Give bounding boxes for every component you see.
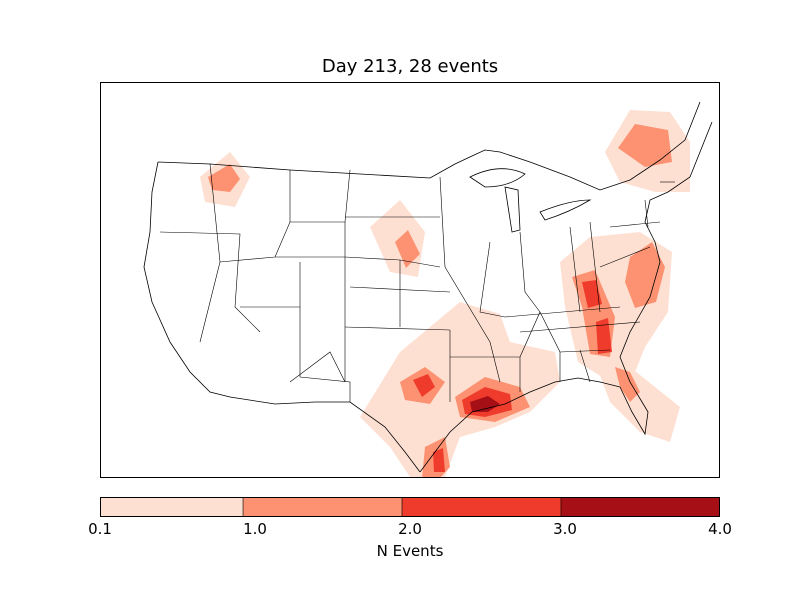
colorbar-tick-label: 0.1 xyxy=(88,520,112,538)
map-panel xyxy=(100,82,720,478)
lake-michigan xyxy=(504,186,521,233)
colorbar xyxy=(99,496,721,518)
gulf-coast xyxy=(419,377,621,473)
west-coast xyxy=(143,161,231,398)
contour-south-texas-high xyxy=(433,448,445,472)
colorbar-label: N Events xyxy=(376,542,444,560)
boundaries xyxy=(143,101,713,473)
contour-va-nc xyxy=(625,242,665,308)
contour-sd-ne xyxy=(370,200,425,277)
colorbar-bin-2 xyxy=(401,496,562,518)
contour-sd-ne-mid xyxy=(395,230,420,268)
contour-gulf xyxy=(360,302,560,477)
great-lakes xyxy=(469,168,526,188)
density-contours xyxy=(200,110,690,478)
colorbar-bin-3 xyxy=(560,496,721,518)
map-title: Day 213, 28 events xyxy=(321,56,499,77)
contour-idaho-mid xyxy=(208,164,240,192)
colorbar-tick-label: 3.0 xyxy=(553,520,577,538)
contour-florida-mid xyxy=(615,367,640,402)
map-border xyxy=(100,82,720,478)
contour-ga-high xyxy=(596,318,612,354)
state-borders xyxy=(159,163,675,402)
contour-north-texas-high xyxy=(413,374,435,397)
contour-newengland-mid xyxy=(618,124,672,167)
lake-erie xyxy=(539,199,592,221)
colorbar-tick-label: 1.0 xyxy=(243,520,267,538)
east-coast xyxy=(619,121,713,436)
colorbar-bin-0 xyxy=(99,496,244,518)
colorbar-tick-label: 4.0 xyxy=(708,520,732,538)
contour-florida xyxy=(595,362,680,442)
colorbar-tick-label: 2.0 xyxy=(398,520,422,538)
colorbar-bin-1 xyxy=(242,496,403,518)
us-canada-border xyxy=(157,101,701,191)
contour-setx-max xyxy=(470,396,500,412)
